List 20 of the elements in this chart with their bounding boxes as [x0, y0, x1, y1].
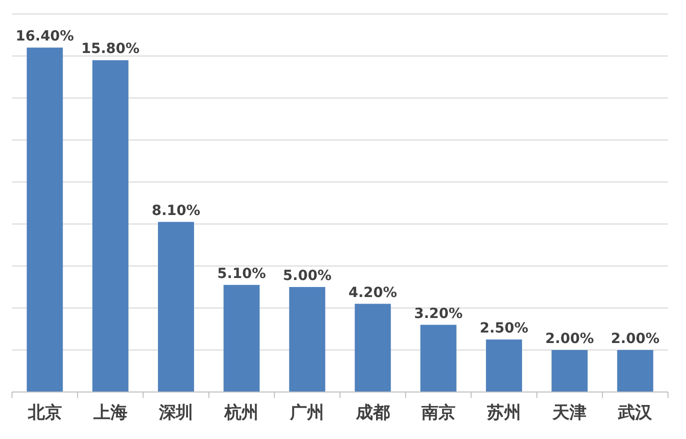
- data-label: 5.00%: [282, 268, 332, 284]
- data-label: 15.80%: [81, 41, 140, 58]
- x-tick-label: 杭州: [224, 403, 259, 423]
- x-tick-label: 深圳: [158, 403, 193, 423]
- data-label: 5.10%: [217, 266, 266, 282]
- data-label: 2.50%: [480, 320, 528, 336]
- data-label: 4.20%: [348, 284, 398, 301]
- x-tick-label: 广州: [289, 403, 324, 423]
- data-label: 2.00%: [610, 331, 660, 347]
- x-tick-label: 武汉: [617, 403, 654, 423]
- data-label: 3.20%: [414, 306, 463, 322]
- x-tick-label: 天津: [552, 403, 587, 423]
- x-tick-label: 北京: [26, 403, 62, 423]
- x-tick-label: 苏州: [486, 403, 521, 423]
- data-label: 16.40%: [16, 28, 74, 45]
- data-label: 8.10%: [152, 202, 200, 219]
- data-label: 2.00%: [545, 331, 594, 347]
- x-tick-label: 成都: [354, 403, 390, 423]
- x-tick-label: 南京: [420, 403, 456, 423]
- x-tick-label: 上海: [92, 403, 128, 423]
